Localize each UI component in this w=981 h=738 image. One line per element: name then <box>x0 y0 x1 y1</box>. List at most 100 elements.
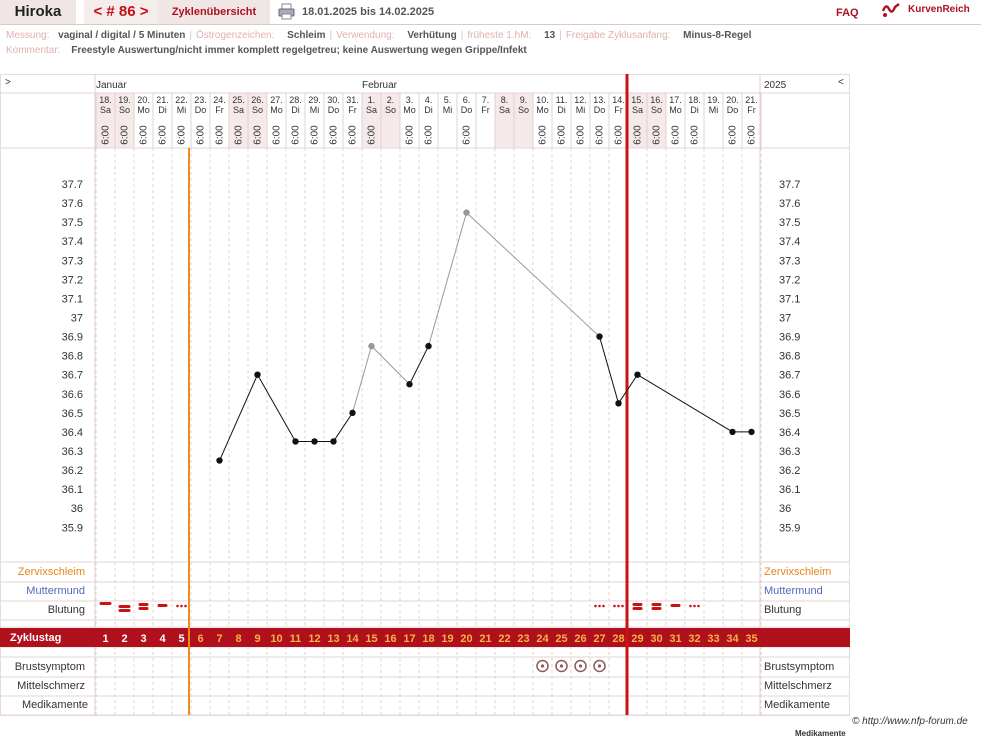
temperature-segment <box>599 336 619 404</box>
temperature-point <box>729 428 736 436</box>
cycle-day-number: 17 <box>403 633 415 645</box>
day-date-label: 22. <box>175 95 188 105</box>
measurement-label: Messung: <box>6 30 50 41</box>
bleeding-heavy <box>99 602 112 605</box>
weekend-shade <box>495 93 514 148</box>
cycle-day-number: 13 <box>327 633 339 645</box>
cycle-day-number: 18 <box>422 633 434 645</box>
bleeding-very-heavy <box>118 605 131 608</box>
cycle-day-number: 12 <box>308 633 320 645</box>
date-range: 18.01.2025 bis 14.02.2025 <box>302 6 435 18</box>
breast-symptom-icon-center <box>540 664 545 668</box>
day-weekday-label: Do <box>594 105 606 115</box>
y-tick-label-right: 36.2 <box>779 465 800 477</box>
breast-symptom-icon-center <box>597 664 602 668</box>
cycle-day-number: 35 <box>745 633 757 645</box>
zyklustag-band <box>0 628 850 647</box>
day-weekday-label: Do <box>461 105 473 115</box>
measurement-time-label: 6:00 <box>139 125 150 145</box>
muttermund-label-right: Muttermund <box>764 585 823 597</box>
y-tick-label-left: 36.4 <box>62 427 83 439</box>
measurement-time-label: 6:00 <box>348 125 359 145</box>
day-weekday-label: Mi <box>443 105 453 115</box>
temperature-point <box>596 333 603 340</box>
weekend-shade <box>647 93 666 148</box>
bleeding-medium <box>670 604 681 607</box>
cycle-day-number: 1 <box>102 633 108 645</box>
y-tick-label-left: 36.9 <box>62 332 83 344</box>
kurvenreich-link[interactable]: KurvenReich <box>908 4 970 15</box>
faq-link[interactable]: FAQ <box>836 7 859 19</box>
day-weekday-label: Mo <box>403 105 416 115</box>
day-weekday-label: Sa <box>366 105 377 115</box>
kurvenreich-logo-icon[interactable] <box>881 1 901 19</box>
temperature-point <box>292 438 299 445</box>
printer-icon[interactable] <box>278 3 295 20</box>
cycle-chart: 18.Sa6:0019.So6:0020.Mo6:0021.Di6:0022.M… <box>0 74 850 716</box>
day-date-label: 4. <box>425 95 433 105</box>
day-date-label: 23. <box>194 95 207 105</box>
day-date-label: 27. <box>270 95 283 105</box>
day-weekday-label: Di <box>158 105 167 115</box>
day-weekday-label: So <box>252 105 263 115</box>
day-weekday-label: Fr <box>747 105 756 115</box>
day-date-label: 11. <box>556 95 568 105</box>
day-date-label: 20. <box>137 95 150 105</box>
day-date-label: 30. <box>327 95 340 105</box>
temperature-point <box>406 381 413 388</box>
measurement-time-label: 6:00 <box>158 125 169 145</box>
temperature-point <box>425 342 432 350</box>
cycle-navigation[interactable]: < # 86 > <box>84 0 158 24</box>
day-weekday-label: So <box>385 105 396 115</box>
scroll-left-arrow[interactable]: > <box>5 77 11 88</box>
day-weekday-label: Fr <box>481 105 490 115</box>
release-value: Minus-8-Regel <box>683 30 752 41</box>
y-tick-label-right: 36.9 <box>779 332 800 344</box>
cycle-day-number: 25 <box>555 633 567 645</box>
scroll-right-arrow[interactable]: < <box>838 77 844 88</box>
weekend-shade <box>248 93 267 148</box>
cycle-day-number: 14 <box>346 633 359 645</box>
cycle-day-number: 26 <box>574 633 586 645</box>
bleeding-strong <box>632 603 643 606</box>
y-tick-label-right: 36.8 <box>779 351 800 363</box>
bleeding-medium <box>157 604 168 607</box>
temperature-point <box>254 371 261 378</box>
temperature-point <box>311 438 318 445</box>
y-tick-label-right: 37.6 <box>779 198 800 210</box>
day-weekday-label: Sa <box>499 105 510 115</box>
cycle-day-number: 9 <box>254 633 260 645</box>
y-tick-label-left: 36.5 <box>62 408 83 420</box>
temperature-segment <box>618 374 638 404</box>
y-tick-label-left: 37.4 <box>62 236 83 248</box>
cycle-day-number: 19 <box>441 633 453 645</box>
measurement-time-label: 6:00 <box>329 125 340 145</box>
y-tick-label-right: 36.7 <box>779 370 800 382</box>
y-tick-label-left: 37 <box>71 312 83 324</box>
zyklustag-label: Zyklustag <box>10 632 62 644</box>
day-date-label: 18. <box>99 95 112 105</box>
day-date-label: 3. <box>406 95 414 105</box>
cycle-day-number: 30 <box>650 633 662 645</box>
day-weekday-label: Sa <box>233 105 244 115</box>
measurement-time-label: 6:00 <box>310 125 321 145</box>
cycle-overview-link[interactable]: Zyklenübersicht <box>158 0 270 24</box>
day-date-label: 21. <box>156 95 169 105</box>
day-weekday-label: Mo <box>270 105 283 115</box>
estrogen-label: Östrogenzeichen: <box>196 30 275 41</box>
day-weekday-label: So <box>651 105 662 115</box>
comment-value: Freestyle Auswertung/nicht immer komplet… <box>71 45 527 56</box>
temperature-segment <box>637 374 733 433</box>
y-tick-label-left: 37.5 <box>62 217 83 229</box>
y-tick-label-right: 37.3 <box>779 255 800 267</box>
temperature-segment <box>466 212 600 337</box>
day-weekday-label: So <box>518 105 529 115</box>
y-tick-label-left: 36.8 <box>62 351 83 363</box>
day-date-label: 12. <box>574 95 587 105</box>
measurement-time-label: 6:00 <box>690 125 701 145</box>
cycle-day-number: 24 <box>536 633 549 645</box>
day-weekday-label: Do <box>727 105 739 115</box>
bleeding-spotting <box>697 604 700 608</box>
copyright[interactable]: © http://www.nfp-forum.de <box>852 716 968 727</box>
measurement-time-label: 6:00 <box>196 125 207 145</box>
